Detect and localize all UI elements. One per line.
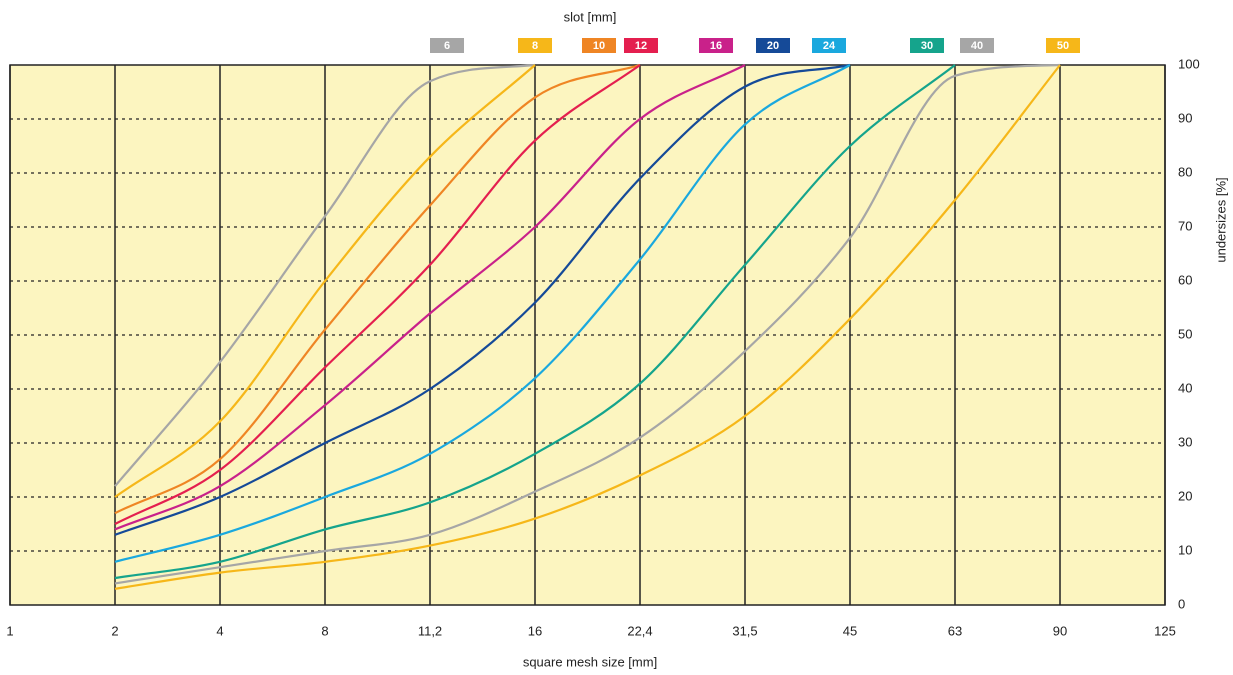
x-tick-label: 90: [1053, 623, 1067, 638]
legend-swatch: [910, 38, 944, 53]
legend-label: 24: [823, 40, 836, 52]
legend-label: 16: [710, 40, 722, 52]
legend-item: 24: [812, 38, 846, 53]
legend-label: 40: [971, 40, 983, 52]
series-line: [114, 64, 536, 498]
legend-label: 6: [444, 40, 450, 52]
plot-border: [9, 64, 1166, 606]
y-tick-label: 50: [1178, 326, 1192, 341]
y-tick-label: 40: [1178, 380, 1192, 395]
y-tick-label: 20: [1178, 488, 1192, 503]
legend-label: 30: [921, 40, 933, 52]
legend-label: 8: [532, 40, 538, 52]
series-line: [114, 64, 851, 563]
legend-title: slot [mm]: [564, 9, 617, 24]
legend-item: 6: [430, 38, 464, 53]
y-tick-label: 80: [1178, 164, 1192, 179]
y-tick-label: 10: [1178, 542, 1192, 557]
legend-swatch: [430, 38, 464, 53]
legend-item: 40: [960, 38, 994, 53]
y-tick-label: 90: [1178, 110, 1192, 125]
series-line: [114, 63, 1061, 585]
series-line: [114, 63, 536, 487]
legend-swatch: [582, 38, 616, 53]
series-line: [114, 64, 746, 531]
y-tick-label: 0: [1178, 596, 1185, 611]
legend-item: 50: [1046, 38, 1080, 53]
y-tick-label: 100: [1178, 56, 1200, 71]
legend-label: 50: [1057, 40, 1069, 52]
legend-item: 20: [756, 38, 790, 53]
legend-swatch: [1046, 38, 1080, 53]
x-tick-label: 4: [216, 623, 223, 638]
x-axis-label: square mesh size [mm]: [523, 654, 657, 669]
legend-swatch: [756, 38, 790, 53]
legend-item: 10: [582, 38, 616, 53]
y-tick-label: 30: [1178, 434, 1192, 449]
legend-item: 30: [910, 38, 944, 53]
x-tick-label: 11,2: [418, 623, 442, 638]
x-tick-label: 1: [6, 623, 13, 638]
legend-item: 12: [624, 38, 658, 53]
legend-item: 8: [518, 38, 552, 53]
x-tick-label: 31,5: [732, 623, 757, 638]
legend-item: 16: [699, 38, 733, 53]
x-tick-label: 22,4: [627, 623, 652, 638]
x-tick-label: 16: [528, 623, 542, 638]
x-tick-label: 2: [111, 623, 118, 638]
y-tick-label: 60: [1178, 272, 1192, 287]
series-line: [114, 63, 851, 536]
legend-label: 10: [593, 40, 605, 52]
legend-swatch: [624, 38, 658, 53]
legend-label: 12: [635, 40, 647, 52]
legend-swatch: [960, 38, 994, 53]
legend-swatch: [699, 38, 733, 53]
plot-area: [10, 65, 1165, 605]
legend-label: 20: [767, 40, 779, 52]
legend-swatch: [518, 38, 552, 53]
y-axis-label: undersizes [%]: [1213, 177, 1228, 262]
series-line: [114, 64, 641, 525]
y-tick-label: 70: [1178, 218, 1192, 233]
x-tick-label: 63: [948, 623, 962, 638]
x-tick-label: 125: [1154, 623, 1176, 638]
series-line: [114, 63, 641, 515]
x-tick-label: 8: [321, 623, 328, 638]
legend-swatch: [812, 38, 846, 53]
series-line: [114, 64, 956, 580]
x-tick-label: 45: [843, 623, 857, 638]
series-line: [114, 64, 1061, 590]
